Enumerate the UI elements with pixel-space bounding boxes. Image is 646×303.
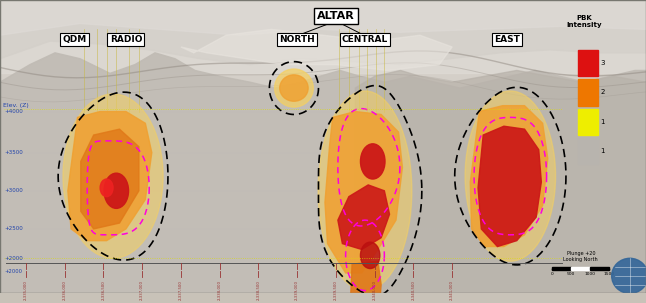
Text: +2000: +2000 xyxy=(4,256,23,261)
Text: +2000: +2000 xyxy=(4,269,22,274)
Text: 2,340,000: 2,340,000 xyxy=(373,280,377,300)
Text: 1: 1 xyxy=(601,119,605,125)
Ellipse shape xyxy=(360,242,380,268)
Ellipse shape xyxy=(360,144,385,179)
Text: 3: 3 xyxy=(601,60,605,66)
Text: +3000: +3000 xyxy=(4,188,23,193)
Text: 2,336,000: 2,336,000 xyxy=(63,280,67,300)
Text: 500: 500 xyxy=(567,272,576,276)
Text: +3500: +3500 xyxy=(4,150,23,155)
Bar xyxy=(590,267,609,270)
Text: +2500: +2500 xyxy=(4,226,23,231)
Bar xyxy=(552,267,571,270)
Text: NORTH: NORTH xyxy=(279,35,315,44)
Text: 2,338,000: 2,338,000 xyxy=(218,280,222,300)
Text: 2,337,500: 2,337,500 xyxy=(179,280,183,300)
Text: 2,336,500: 2,336,500 xyxy=(101,280,105,300)
Polygon shape xyxy=(351,261,381,303)
Text: 2,339,000: 2,339,000 xyxy=(295,280,299,300)
Text: 2,338,500: 2,338,500 xyxy=(256,280,260,300)
Polygon shape xyxy=(0,0,646,35)
Polygon shape xyxy=(355,70,646,294)
Text: 2,339,500: 2,339,500 xyxy=(334,280,338,300)
Ellipse shape xyxy=(465,91,556,261)
Ellipse shape xyxy=(104,173,129,208)
Text: RADIO: RADIO xyxy=(110,35,142,44)
Polygon shape xyxy=(0,0,646,73)
Text: Plunge +20
Looking North: Plunge +20 Looking North xyxy=(563,251,598,262)
Text: QDM: QDM xyxy=(62,35,87,44)
Polygon shape xyxy=(81,129,139,229)
Text: 1000: 1000 xyxy=(585,272,596,276)
Text: 2,337,000: 2,337,000 xyxy=(140,280,144,300)
Bar xyxy=(578,108,598,135)
Polygon shape xyxy=(68,112,152,241)
Bar xyxy=(578,138,598,164)
Text: +4000: +4000 xyxy=(4,109,23,114)
Text: ALTAR: ALTAR xyxy=(317,11,355,21)
Polygon shape xyxy=(478,126,541,247)
Bar xyxy=(578,79,598,106)
Bar xyxy=(578,50,598,76)
Text: 1500: 1500 xyxy=(603,272,615,276)
Ellipse shape xyxy=(275,69,313,107)
Text: Elev. (Z): Elev. (Z) xyxy=(3,103,29,108)
Polygon shape xyxy=(470,106,548,247)
Text: EAST: EAST xyxy=(494,35,520,44)
Text: PBK
Intensity: PBK Intensity xyxy=(567,15,602,28)
Ellipse shape xyxy=(318,91,412,291)
Polygon shape xyxy=(338,185,390,249)
Polygon shape xyxy=(0,53,646,294)
Text: CENTRAL: CENTRAL xyxy=(342,35,388,44)
Polygon shape xyxy=(0,0,646,65)
Text: 2: 2 xyxy=(601,89,605,95)
Polygon shape xyxy=(181,29,452,70)
Text: 2,335,000: 2,335,000 xyxy=(24,280,28,300)
Circle shape xyxy=(612,258,646,294)
Ellipse shape xyxy=(280,75,308,101)
Bar xyxy=(571,267,590,270)
Polygon shape xyxy=(325,112,402,273)
Text: 0: 0 xyxy=(551,272,554,276)
Ellipse shape xyxy=(100,179,113,197)
Text: 1: 1 xyxy=(601,148,605,154)
Text: 2,340,500: 2,340,500 xyxy=(412,280,415,300)
Text: 2,341,000: 2,341,000 xyxy=(450,280,454,300)
Ellipse shape xyxy=(63,94,163,258)
